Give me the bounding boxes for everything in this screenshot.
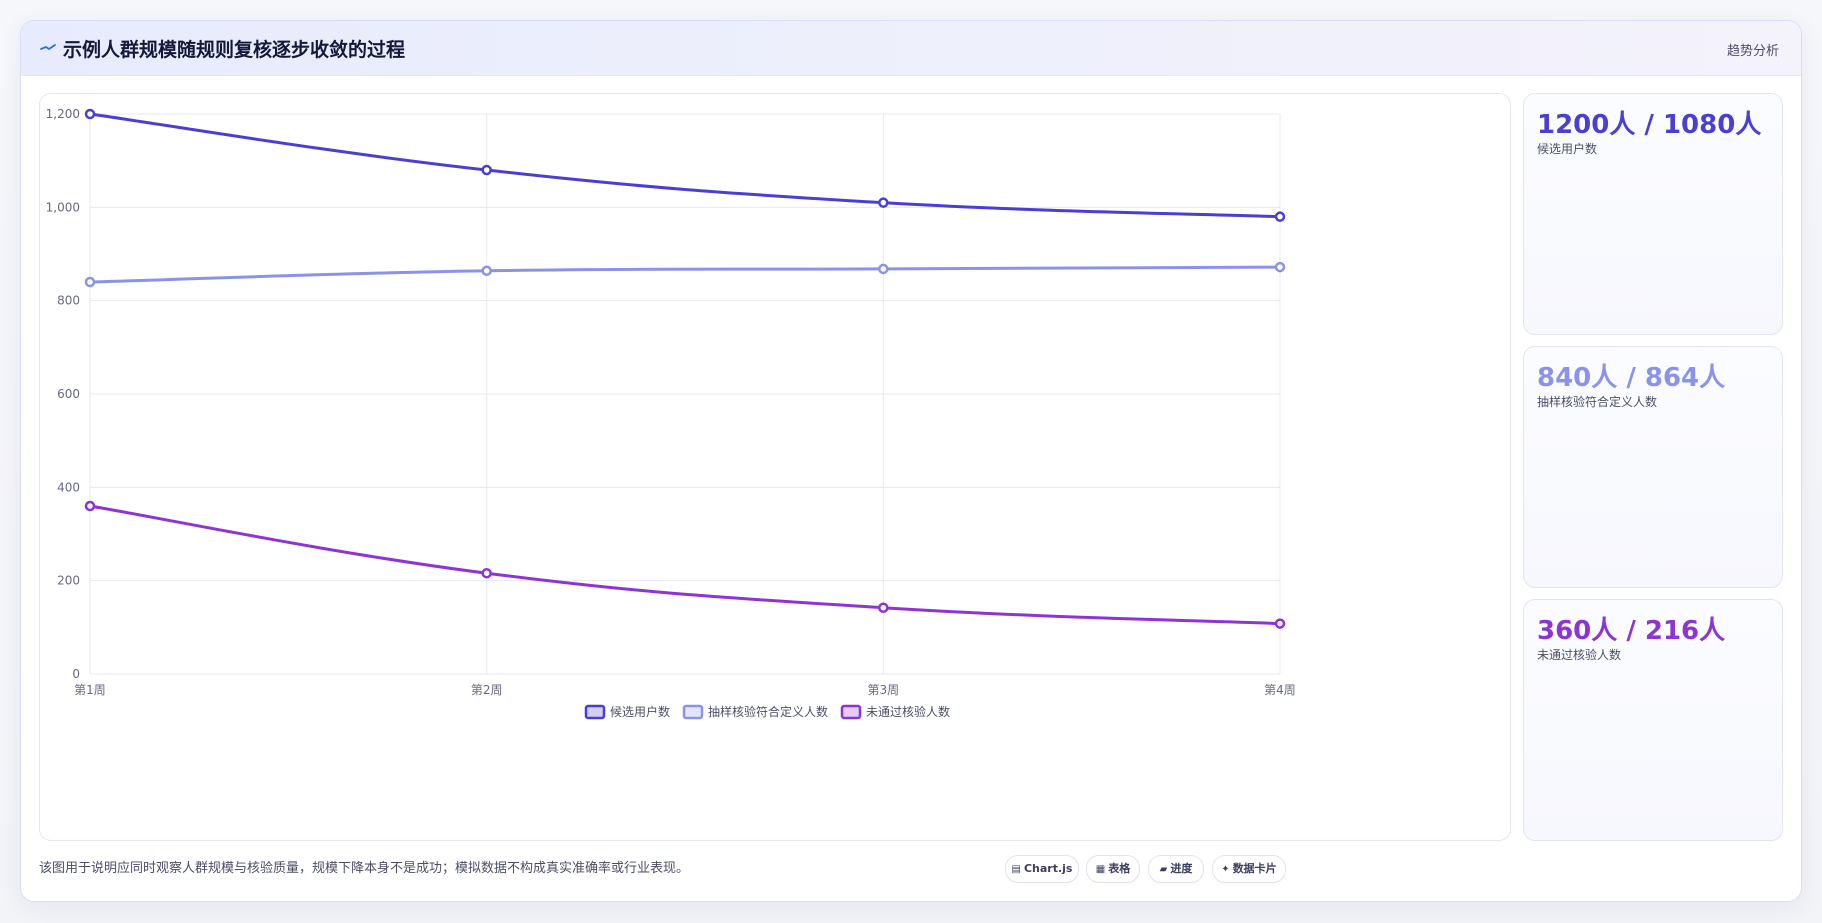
y-tick-label: 200 [57, 574, 80, 588]
card-icon: ✦ [1221, 864, 1230, 875]
legend-swatch [840, 704, 862, 720]
line-chart: 0 200 400 600 800 1,000 1,200 第1周 第2周 第3周 第4周 候选用… [46, 107, 1296, 720]
legend-label: 候选用户数 [610, 704, 670, 719]
chart-icon: ▤ [1011, 864, 1021, 875]
stat-label: 候选用户数 [1537, 142, 1598, 156]
data-point [84, 276, 96, 288]
y-tick-label: 800 [57, 294, 80, 308]
y-tick-label: 400 [57, 480, 80, 494]
chart-panel: 0 200 400 600 800 1,000 1,200 第1周 第2周 第3周 第4周 候选用… [39, 93, 1511, 841]
data-point [84, 500, 96, 512]
card-header: 示例人群规模随规则复核逐步收敛的过程 趋势分析 [21, 21, 1801, 76]
table-icon: ▦ [1095, 864, 1106, 875]
footnote: 该图用于说明应同时观察人群规模与核验质量，规模下降本身不是成功；模拟数据不构成真… [39, 861, 690, 876]
data-point [481, 164, 492, 176]
series-line [89, 265, 1281, 284]
stat-value: 840人 / 864人 [1537, 363, 1726, 393]
chip-label: 数据卡片 [1232, 862, 1277, 875]
chart-legend: 候选用户数 抽样核验符合定义人数 未通过核验人数 [584, 704, 950, 720]
y-tick-label: 1,200 [46, 107, 80, 121]
data-point [878, 602, 889, 613]
data-point [84, 108, 96, 120]
page-title: 示例人群规模随规则复核逐步收敛的过程 [63, 39, 406, 61]
series-line [89, 112, 1281, 219]
x-axis-ticks: 第1周 第2周 第3周 第4周 [74, 683, 1296, 697]
data-point [481, 265, 492, 277]
legend-label: 未通过核验人数 [866, 704, 950, 719]
chip-data-card[interactable]: ✦ 数据卡片 [1212, 855, 1286, 883]
y-tick-label: 600 [57, 387, 80, 401]
stat-value: 1200人 / 1080人 [1537, 110, 1762, 140]
y-tick-label: 1,000 [46, 200, 80, 214]
legend-swatch [584, 704, 606, 720]
x-tick-label: 第1周 [74, 683, 106, 697]
data-point [878, 263, 889, 275]
chart-grid [89, 113, 1281, 675]
data-point [481, 567, 492, 579]
data-point [1274, 261, 1286, 273]
chip-table[interactable]: ▦ 表格 [1086, 855, 1140, 883]
chip-label: 进度 [1170, 862, 1193, 875]
stat-label: 未通过核验人数 [1537, 648, 1622, 662]
legend-swatch [682, 704, 704, 720]
chip-chartjs[interactable]: ▤ Chart.js [1005, 855, 1079, 883]
data-point [878, 197, 889, 208]
x-tick-label: 第4周 [1264, 683, 1296, 697]
progress-icon: ▰ [1159, 864, 1168, 875]
stat-card-candidates: 1200人 / 1080人 候选用户数 [1523, 93, 1783, 335]
trend-icon [40, 44, 56, 50]
chip-progress[interactable]: ▰ 进度 [1148, 855, 1204, 883]
series-line [89, 504, 1281, 626]
dashboard-card: 示例人群规模随规则复核逐步收敛的过程 趋势分析 0 200 400 600 800 1,0… [20, 20, 1802, 902]
data-point [1274, 211, 1286, 222]
stat-value: 360人 / 216人 [1537, 616, 1726, 646]
chip-label: 表格 [1108, 862, 1131, 875]
chip-label: Chart.js [1023, 862, 1073, 875]
y-tick-label: 0 [72, 667, 80, 681]
stat-label: 抽样核验符合定义人数 [1537, 395, 1658, 409]
analysis-type-tag: 趋势分析 [1726, 44, 1779, 59]
stat-card-failed: 360人 / 216人 未通过核验人数 [1523, 599, 1783, 841]
y-axis-ticks: 0 200 400 600 800 1,000 1,200 [46, 107, 80, 681]
legend-label: 抽样核验符合定义人数 [708, 704, 828, 719]
chart-series [84, 108, 1286, 629]
data-point [1274, 618, 1286, 629]
stat-card-verified: 840人 / 864人 抽样核验符合定义人数 [1523, 346, 1783, 588]
x-tick-label: 第2周 [471, 683, 503, 697]
x-tick-label: 第3周 [868, 683, 900, 697]
